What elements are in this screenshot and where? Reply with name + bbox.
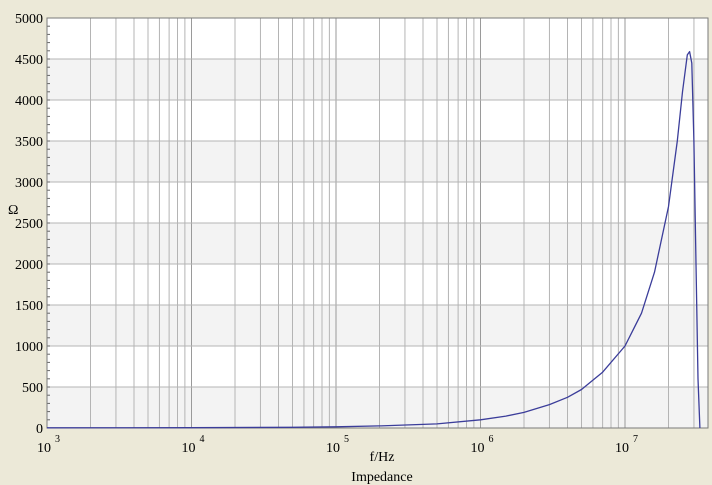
x-tick-label: 10 4 <box>182 434 205 456</box>
x-tick-label: 10 7 <box>615 434 638 456</box>
x-tick-exponent: 7 <box>633 434 638 445</box>
y-axis-ticks: 0 500 1000 1500 2000 2500 3000 3500 4000 4500 5000 <box>15 12 43 437</box>
plot-band <box>47 59 708 100</box>
x-tick-label: 10 5 <box>326 434 349 456</box>
chart-caption: Impedance <box>351 470 412 485</box>
x-tick-base: 10 <box>471 441 485 456</box>
plot-band <box>47 387 708 428</box>
y-tick-label: 2000 <box>15 258 43 273</box>
y-tick-label: 1500 <box>15 299 43 314</box>
plot-frame <box>46 17 709 429</box>
y-tick-label: 5000 <box>15 12 43 27</box>
impedance-series-line <box>46 50 701 429</box>
x-tick-exponent: 6 <box>489 434 494 445</box>
x-axis-ticks: 10 3 10 4 10 5 10 6 10 7 <box>37 434 638 456</box>
y-tick-label: 0 <box>36 422 43 437</box>
y-tick-label: 4000 <box>15 94 43 109</box>
y-tick-label: 1000 <box>15 340 43 355</box>
x-tick-label: 10 3 <box>37 434 60 456</box>
y-tick-label: 2500 <box>15 217 43 232</box>
x-tick-exponent: 5 <box>344 434 349 445</box>
plot-band <box>47 141 708 182</box>
x-tick-base: 10 <box>326 441 340 456</box>
series-line-layer <box>46 50 701 429</box>
x-axis-title: f/Hz <box>370 450 395 465</box>
x-tick-exponent: 3 <box>55 434 60 445</box>
plot-band <box>47 305 708 346</box>
y-tick-label: 3000 <box>15 176 43 191</box>
y-axis-title: Ω <box>8 203 18 218</box>
x-tick-base: 10 <box>615 441 629 456</box>
y-tick-label: 3500 <box>15 135 43 150</box>
y-tick-label: 500 <box>22 381 43 396</box>
plot-band <box>47 223 708 264</box>
x-tick-base: 10 <box>37 441 51 456</box>
x-tick-exponent: 4 <box>200 434 205 445</box>
x-tick-label: 10 6 <box>471 434 494 456</box>
y-tick-label: 4500 <box>15 53 43 68</box>
x-tick-base: 10 <box>182 441 196 456</box>
